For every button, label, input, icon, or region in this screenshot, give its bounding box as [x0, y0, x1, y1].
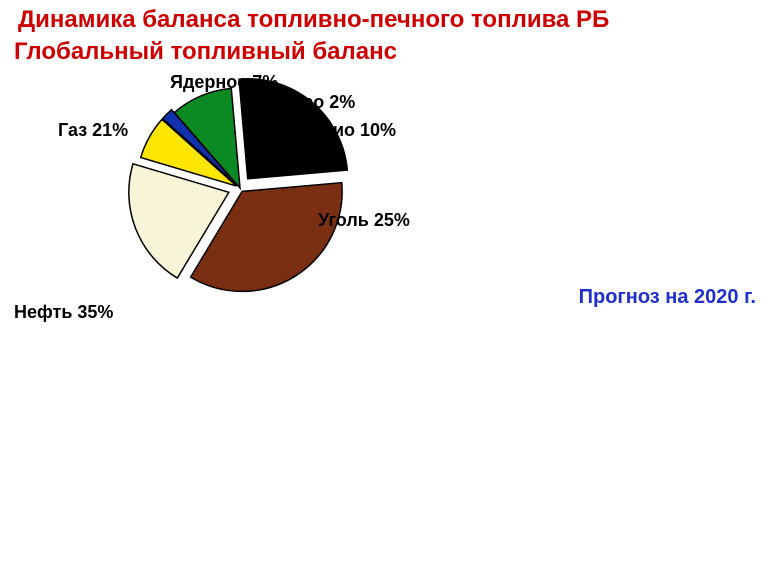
forecast-2020-pie	[0, 0, 768, 576]
pie-label-bio: Био 10%	[320, 120, 396, 141]
pie-label-coal: Уголь 25%	[318, 210, 410, 231]
pie-label-nuclear: Ядерное 7%	[170, 72, 278, 93]
pie-label-oil: Нефть 35%	[14, 302, 113, 323]
stage: Динамика баланса топливно-печного топлив…	[0, 0, 768, 576]
pie-label-gas: Газ 21%	[58, 120, 128, 141]
pie-label-hydro: Гидро 2%	[270, 92, 355, 113]
